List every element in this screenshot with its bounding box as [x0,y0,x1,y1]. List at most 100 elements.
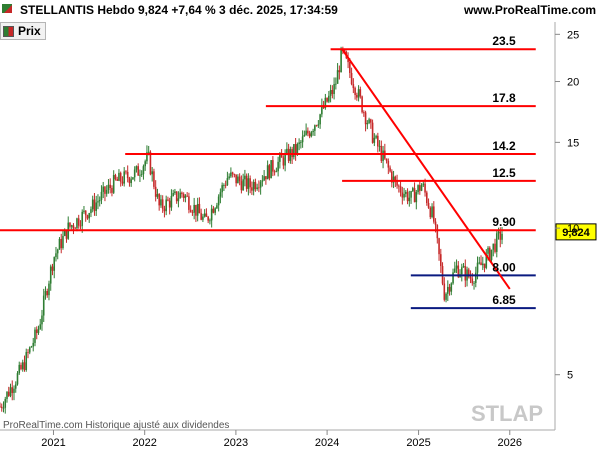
candle-down [354,88,356,95]
candle-up [156,194,159,197]
candle-up [252,181,255,191]
candle-down [200,213,202,220]
candle-down [126,171,129,179]
ticker-watermark: STLAP [471,401,543,426]
candle-down [153,171,155,187]
candle-up [446,286,449,294]
candle-up [340,48,342,73]
candle-down [149,151,152,175]
candle-down [186,195,188,197]
candle-up [90,209,92,214]
candle-up [25,352,28,371]
candle-up [95,202,98,211]
candle-up [284,153,286,166]
candle-down [352,84,355,89]
candle-up [336,70,339,84]
candle-down [347,58,349,63]
candle-up [392,176,395,183]
candle-down [182,194,185,198]
candle-up [422,183,425,186]
candle-down [338,70,341,73]
candle-up [100,191,103,201]
candle-down [350,72,353,85]
candle-down [396,180,398,186]
candle-up [462,266,465,268]
candle-down [167,199,169,201]
candle-up [303,134,306,137]
candle-down [385,158,388,161]
candle-up [202,216,204,220]
candle-up [63,229,66,236]
candle-up [210,208,213,221]
candle-up [34,329,36,343]
chart-menu-icon[interactable] [0,2,18,18]
candle-down [401,192,404,198]
candle-up [88,213,91,219]
candle-down [419,185,421,191]
candle-down [389,167,391,172]
candle-down [398,185,400,187]
candle-up [177,198,180,202]
candle-up [382,150,384,161]
candle-down [280,154,283,158]
candle-down [434,221,437,226]
candle-down [119,172,122,182]
candle-down [35,329,38,333]
candle-down [46,291,49,296]
candle-down [207,216,209,221]
candle-up [286,148,288,154]
candle-up [324,97,327,108]
candle-down [65,229,68,239]
candle-down [359,89,362,97]
candle-down [426,192,428,204]
candle-down [315,125,318,127]
candle-up [300,142,302,144]
candle-down [224,185,227,186]
candle-down [268,165,271,179]
candle-up [13,388,15,393]
level-label: 8.00 [492,260,516,274]
candle-down [245,175,248,189]
candle-up [408,197,411,202]
candle-up [28,347,31,353]
candle-up [420,185,423,191]
candle-up [270,160,272,179]
candle-up [214,208,216,213]
candle-up [431,206,433,218]
candle-up [9,387,12,396]
candle-down [114,175,117,180]
candle-down [7,391,10,396]
candle-up [2,407,5,409]
candle-up [123,171,125,184]
candle-up [366,123,369,125]
candle-up [319,114,321,125]
candle-down [467,269,470,277]
candle-down [356,94,358,98]
candle-up [279,154,281,162]
candle-up [37,328,40,333]
x-tick-label: 2024 [315,437,339,449]
candle-down [499,231,502,240]
candle-up [107,184,110,190]
candle-down [443,283,446,300]
candle-down [175,191,178,202]
candle-up [412,188,414,192]
candle-down [0,406,3,408]
candle-up [139,174,141,176]
candle-up [373,137,376,143]
candle-down [168,200,171,208]
candle-down [111,187,113,193]
footer-note: ProRealTime.com Historique ajusté aux di… [3,420,229,431]
legend-label: Prix [18,24,41,38]
candle-up [261,180,264,182]
candle-up [44,291,47,296]
candle-down [349,62,351,73]
candle-down [391,171,393,183]
candle-down [438,238,440,255]
candle-up [230,172,232,177]
candle-down [480,262,482,266]
candle-down [249,178,251,188]
candle-up [39,324,42,329]
series-legend[interactable]: Prix [0,22,46,40]
candle-down [198,203,201,214]
